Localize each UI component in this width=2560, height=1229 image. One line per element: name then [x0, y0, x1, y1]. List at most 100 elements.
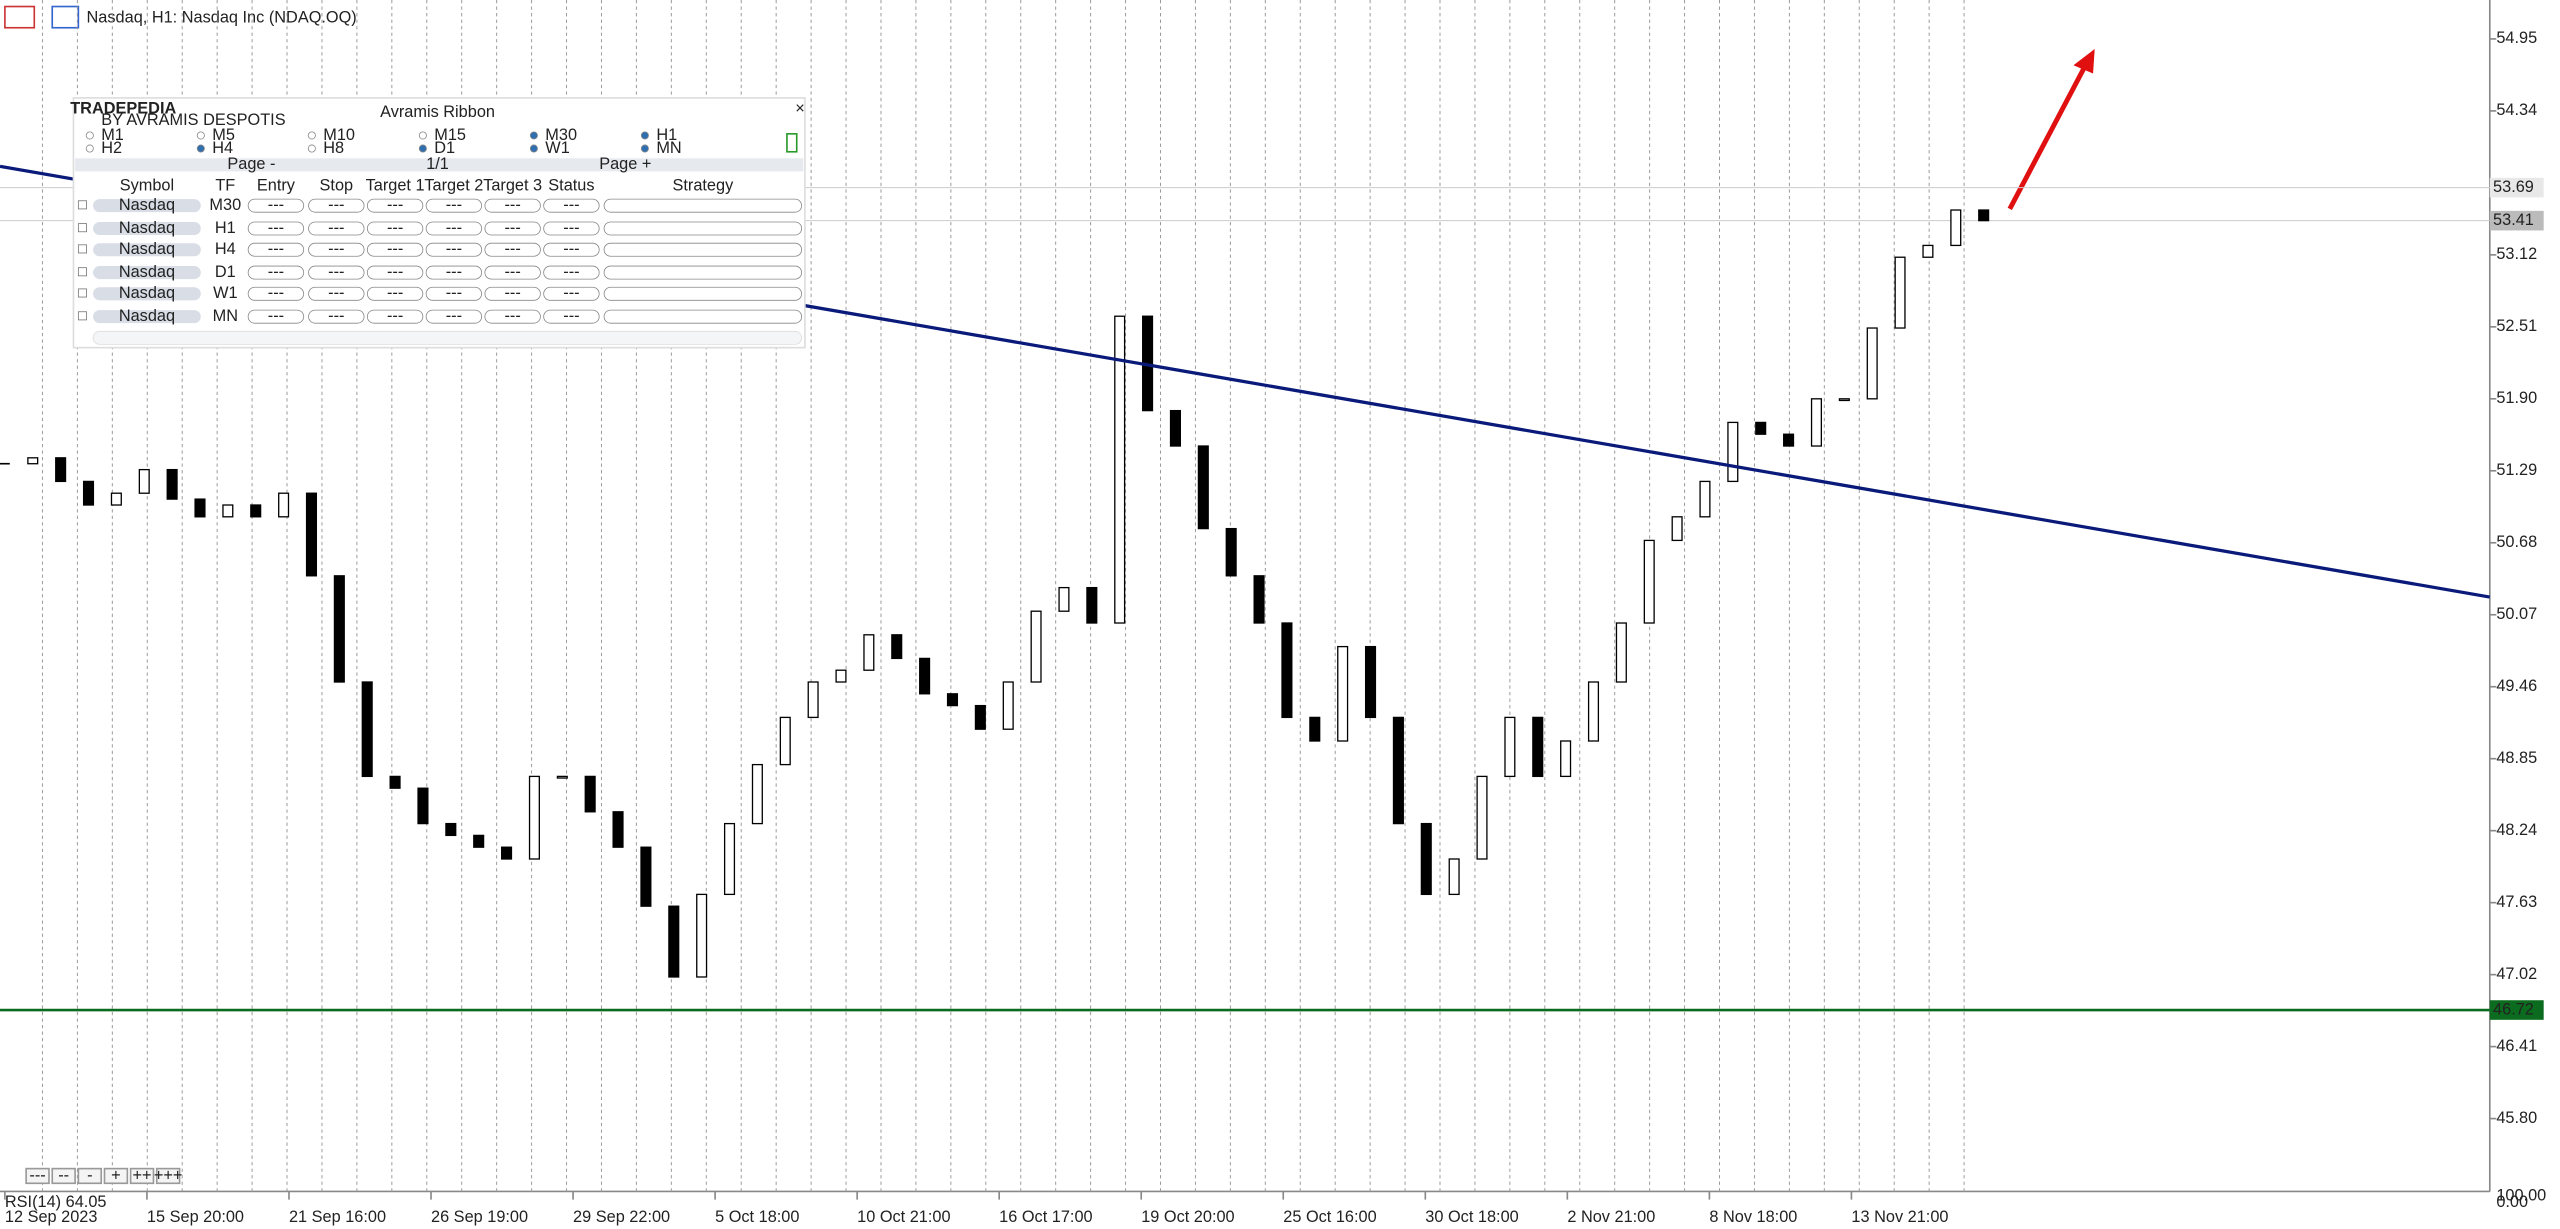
cell-pill — [543, 221, 600, 236]
radio[interactable] — [307, 144, 316, 153]
radio-label: D1 — [434, 139, 455, 157]
zoom-button[interactable] — [129, 1167, 155, 1185]
cell-value: --- — [328, 240, 344, 258]
radio[interactable] — [85, 144, 94, 153]
menu-icon[interactable] — [4, 5, 36, 29]
zoom-button[interactable] — [155, 1167, 181, 1185]
y-tick-label: 53.12 — [2496, 245, 2537, 263]
candle-body — [1030, 610, 1042, 683]
candle-body — [1922, 244, 1934, 258]
row-handle[interactable] — [77, 288, 87, 298]
candle-body — [1476, 775, 1488, 860]
candle-body — [1699, 480, 1711, 518]
radio-label: H8 — [323, 139, 344, 157]
y-tick-label: 47.63 — [2496, 893, 2537, 911]
zoom-button[interactable] — [77, 1167, 103, 1185]
panel-logo: TRADEPEDIA — [70, 100, 176, 118]
column-header: TF — [215, 176, 235, 194]
cell-pill — [484, 286, 541, 301]
radio[interactable] — [640, 131, 649, 140]
cell-pill — [484, 221, 541, 236]
column-header: Symbol — [120, 176, 174, 194]
cell-value: --- — [446, 196, 462, 214]
y-tick-label: 46.41 — [2496, 1037, 2537, 1055]
cell-value: --- — [328, 196, 344, 214]
panel-title: Avramis Ribbon — [380, 103, 495, 121]
radio[interactable] — [529, 144, 538, 153]
zoom-button-label: --- — [29, 1166, 45, 1184]
cell-value: --- — [328, 307, 344, 325]
x-tick-label: 30 Oct 18:00 — [1425, 1208, 1518, 1226]
page-prev[interactable]: Page - — [227, 155, 275, 173]
cell-value: --- — [505, 240, 521, 258]
candle-body — [1281, 622, 1293, 719]
cell-value: --- — [446, 284, 462, 302]
row-symbol: Nasdaq — [119, 307, 175, 325]
page-info: 1/1 — [426, 155, 449, 173]
chart-icon[interactable] — [51, 5, 80, 29]
candle-body — [1950, 209, 1962, 247]
row-handle[interactable] — [77, 223, 87, 233]
radio[interactable] — [640, 144, 649, 153]
radio-label: W1 — [545, 139, 569, 157]
column-header: Stop — [320, 176, 354, 194]
y-tick-label: 47.02 — [2496, 965, 2537, 983]
panel-close[interactable]: × — [795, 100, 805, 118]
row-tf: H4 — [215, 240, 236, 258]
candle-body — [1671, 516, 1683, 542]
candle-body — [1810, 398, 1823, 447]
row-handle[interactable] — [77, 200, 87, 210]
cell-value: --- — [328, 263, 344, 281]
cell-value: --- — [387, 307, 403, 325]
radio[interactable] — [196, 144, 205, 153]
candle-body — [1086, 586, 1098, 624]
row-handle[interactable] — [77, 244, 87, 254]
cell-pill — [308, 198, 365, 213]
price-label: 53.41 — [2493, 211, 2534, 229]
strategy-pill — [603, 309, 803, 324]
radio[interactable] — [418, 131, 427, 140]
radio[interactable] — [418, 144, 427, 153]
candle-body — [668, 905, 680, 978]
radio[interactable] — [529, 131, 538, 140]
candle-body — [1587, 681, 1600, 742]
zoom-button[interactable] — [25, 1167, 50, 1185]
row-handle[interactable] — [77, 311, 87, 321]
y-tick-label: 45.80 — [2496, 1109, 2537, 1127]
zoom-button-label: + — [111, 1166, 121, 1184]
x-tick-label: 10 Oct 21:00 — [857, 1208, 950, 1226]
cell-value: --- — [328, 284, 344, 302]
zoom-button[interactable] — [51, 1167, 76, 1185]
candle-body — [1894, 256, 1906, 329]
x-tick-label: 16 Oct 17:00 — [999, 1208, 1092, 1226]
radio[interactable] — [196, 131, 205, 140]
candle-body — [556, 775, 568, 779]
candle-body — [835, 669, 847, 683]
page-next[interactable]: Page + — [599, 155, 651, 173]
panel-status — [786, 133, 798, 153]
panel-logo-sub: BY AVRAMIS DESPOTIS — [101, 111, 285, 129]
candle-body — [138, 468, 150, 494]
cell-pill — [366, 198, 424, 213]
row-symbol: Nasdaq — [119, 240, 175, 258]
cell-pill — [543, 286, 600, 301]
zoom-button-label: +++ — [154, 1166, 183, 1184]
cell-value: --- — [387, 196, 403, 214]
cell-pill — [247, 265, 305, 280]
row-symbol: Nasdaq — [119, 219, 175, 237]
radio-label: M1 — [101, 126, 124, 144]
radio[interactable] — [85, 131, 94, 140]
cell-value: --- — [268, 263, 284, 281]
candle-body — [55, 457, 67, 483]
candle-body — [389, 775, 401, 789]
candle-body — [417, 787, 429, 825]
cell-pill — [308, 286, 365, 301]
row-handle[interactable] — [77, 267, 87, 277]
cell-value: --- — [505, 307, 521, 325]
radio-label: H1 — [656, 126, 677, 144]
cell-pill — [425, 198, 483, 213]
radio[interactable] — [307, 131, 316, 140]
zoom-button[interactable] — [103, 1167, 129, 1185]
cell-value: --- — [563, 263, 579, 281]
